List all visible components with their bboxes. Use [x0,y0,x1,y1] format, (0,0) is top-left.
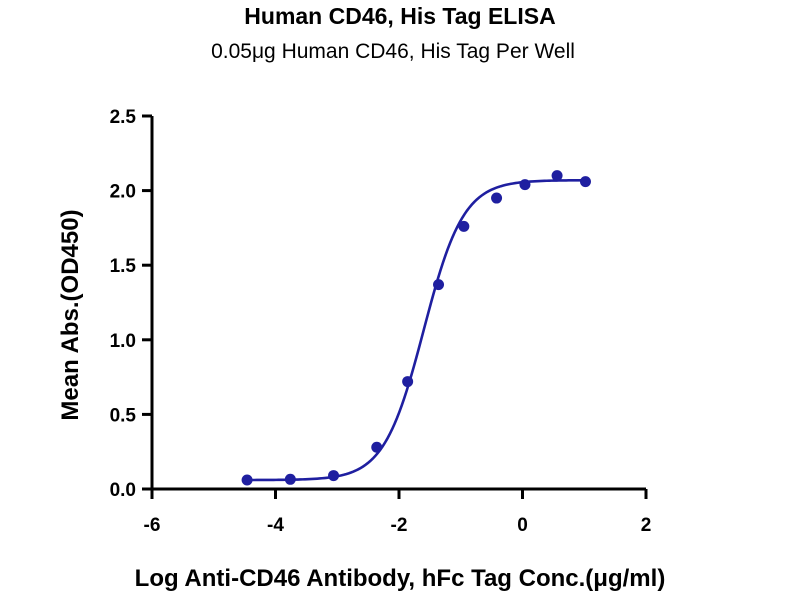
data-points [241,170,591,486]
x-tick-label: -6 [144,515,161,536]
y-tick-label: 1.5 [110,256,137,277]
fit-curve-line [247,178,586,482]
data-point [371,441,383,453]
y-tick-label: 0.0 [110,480,136,501]
data-point [433,279,445,291]
data-point [491,192,503,204]
x-axis-ticks: -6 -4 -2 0 2 [144,489,652,536]
chart-subtitle: 0.05μg Human CD46, His Tag Per Well [211,40,575,63]
y-tick-label: 0.5 [110,405,137,426]
data-point [328,470,340,482]
data-point [519,179,531,191]
data-point [284,473,296,485]
data-point [241,474,253,486]
x-tick-label: -2 [391,515,408,536]
y-axis-label: Mean Abs.(OD450) [57,209,84,420]
y-tick-label: 2.5 [110,107,137,128]
chart-title: Human CD46, His Tag ELISA [244,3,556,29]
y-axis-ticks: 0.0 0.5 1.0 1.5 2.0 2.5 [110,107,152,501]
axes [150,116,646,491]
x-tick-label: 0 [517,515,528,536]
x-axis-label: Log Anti-CD46 Antibody, hFc Tag Conc.(μg… [134,565,666,592]
data-point [579,176,591,188]
data-point [458,220,470,232]
data-point [402,376,414,388]
data-point [551,170,563,182]
y-tick-label: 1.0 [110,331,136,352]
x-tick-label: -4 [267,515,284,536]
y-tick-label: 2.0 [110,182,136,203]
x-tick-label: 2 [641,515,652,536]
fit-curve-group [247,178,586,482]
